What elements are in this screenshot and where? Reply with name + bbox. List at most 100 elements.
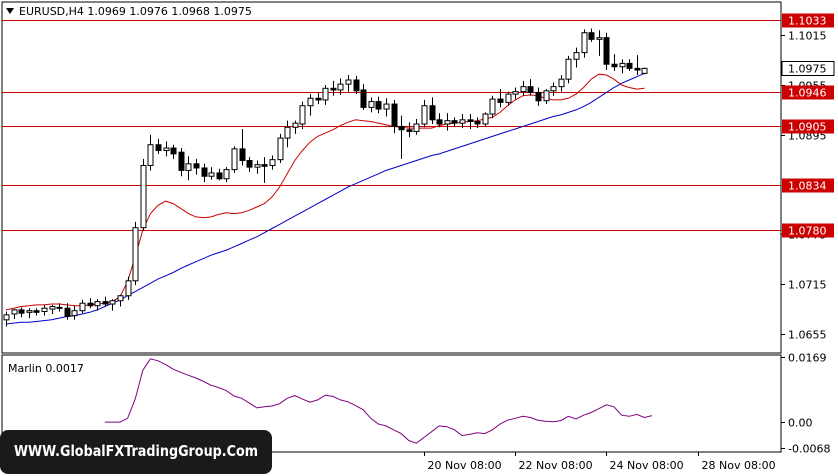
candle	[132, 221, 139, 285]
candle-body	[322, 87, 329, 101]
candle-body	[474, 120, 481, 125]
candle-body	[155, 144, 162, 152]
candle-body	[391, 103, 398, 127]
candle-body	[239, 148, 246, 161]
candle	[208, 167, 215, 180]
candle-body	[345, 79, 352, 85]
level-tag-label: 1.0780	[788, 225, 827, 238]
candle	[299, 101, 306, 129]
candle	[170, 144, 177, 159]
candle-body	[216, 172, 223, 180]
candle	[79, 299, 86, 314]
candle-body	[489, 98, 496, 115]
candle	[527, 79, 534, 96]
candle	[436, 113, 443, 128]
candle	[619, 59, 626, 74]
time-tick-label: 24 Nov 08:00	[610, 459, 684, 472]
candle	[147, 134, 154, 171]
candle-body	[315, 97, 322, 101]
candle	[520, 80, 527, 96]
oscillator-series-line	[104, 358, 653, 444]
candle	[535, 87, 542, 106]
level-tag	[782, 13, 834, 28]
candle-body	[79, 302, 86, 312]
candle	[178, 148, 185, 177]
level-tag	[782, 85, 834, 100]
candle-body	[94, 301, 101, 307]
osc-tick-label: 0.0169	[788, 352, 827, 365]
candle	[11, 309, 18, 319]
candle-body	[588, 32, 595, 40]
level-tag	[782, 223, 834, 238]
candle-body	[520, 86, 527, 93]
candle	[634, 55, 641, 76]
level-tag-label: 1.0834	[788, 180, 827, 193]
candle-body	[383, 103, 390, 110]
candle-body	[292, 122, 299, 128]
candle-body	[451, 120, 458, 124]
candle-body	[11, 309, 18, 315]
candle-body	[429, 105, 436, 121]
candle	[512, 87, 519, 100]
candle-body	[193, 163, 200, 169]
candle-body	[71, 310, 78, 317]
candle-body	[231, 148, 238, 171]
time-axis: 20 Nov 08:00 22 Nov 08:00 24 Nov 08:00 28 N…	[424, 452, 776, 472]
candle	[558, 75, 565, 92]
candle	[596, 30, 603, 56]
candle-body	[543, 90, 550, 102]
candle	[155, 138, 162, 154]
candle	[26, 308, 33, 319]
candle	[497, 89, 504, 108]
level-tag	[782, 119, 834, 134]
candle	[375, 96, 382, 114]
osc-tick-label: -0.0068	[788, 443, 830, 456]
candle	[201, 163, 208, 183]
candle	[56, 303, 63, 312]
candle-body	[337, 83, 344, 91]
price-panel-frame	[1, 1, 782, 354]
level-tag-label: 1.0905	[788, 121, 827, 134]
candle-body	[49, 306, 56, 310]
candle-body	[170, 147, 177, 155]
candle-body	[26, 310, 33, 313]
candlestick-series	[3, 28, 648, 327]
candle-body	[558, 78, 565, 88]
candle	[125, 276, 132, 300]
candle	[383, 98, 390, 117]
time-tick-label: 20 Nov 08:00	[428, 459, 502, 472]
candle	[588, 28, 595, 42]
candle	[193, 158, 200, 175]
candle-body	[626, 62, 633, 69]
candle	[277, 133, 284, 163]
level-tag-label: 1.0946	[788, 87, 827, 100]
candle	[284, 120, 291, 148]
candle	[565, 55, 572, 84]
candle	[489, 95, 496, 119]
candle	[345, 75, 352, 92]
candle-body	[398, 125, 405, 131]
candle	[353, 75, 360, 95]
candle	[49, 304, 56, 314]
oscillator-axis: 0.0169 0.00 -0.0068	[781, 352, 830, 456]
candle	[216, 168, 223, 181]
candle-body	[87, 302, 94, 307]
candle-body	[634, 67, 641, 71]
candle-body	[254, 164, 261, 168]
candle-body	[18, 309, 25, 314]
candle-body	[140, 164, 147, 229]
candle-body	[444, 120, 451, 125]
candle-body	[353, 79, 360, 92]
candle-body	[467, 119, 474, 122]
candle	[87, 298, 94, 309]
candle-body	[163, 147, 170, 152]
watermark-text: WWW.GlobalFXTradingGroup.Com	[14, 442, 258, 460]
candle	[246, 157, 253, 173]
candle-body	[421, 105, 428, 125]
candle	[550, 82, 557, 96]
time-tick-label: 28 Nov 08:00	[702, 459, 776, 472]
time-tick-label: 22 Nov 08:00	[519, 459, 593, 472]
candle-body	[611, 63, 618, 68]
candle-body	[132, 227, 139, 282]
triangle-down-icon[interactable]	[6, 8, 14, 14]
